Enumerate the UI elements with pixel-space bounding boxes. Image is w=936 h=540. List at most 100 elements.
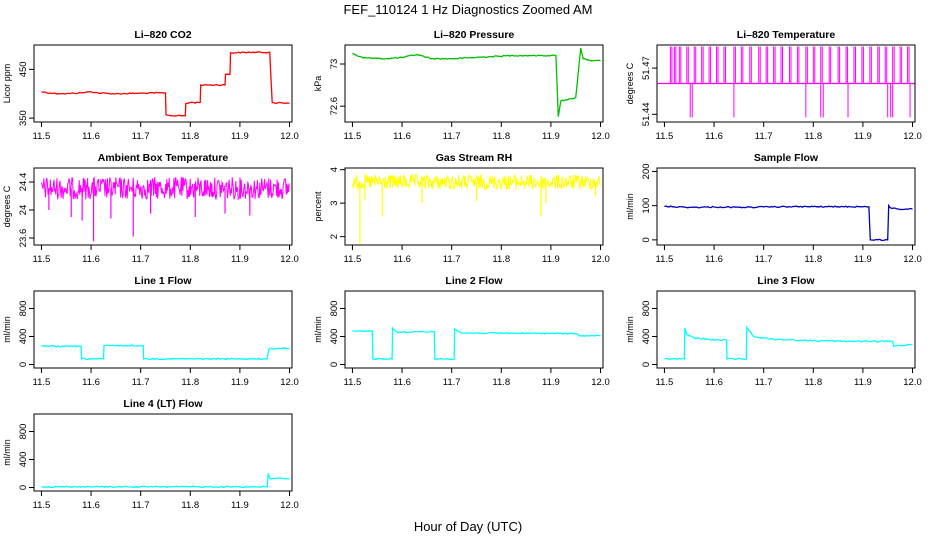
y-axis-label: ml/min: [625, 316, 635, 343]
y-axis-label: percent: [313, 191, 323, 222]
plot-area: [352, 48, 601, 117]
panel-6: Sample Flow ml/min 11.5 11.6 11.7 11.8 11.9 12.…: [625, 152, 922, 265]
y-tick-label: 51.47: [641, 56, 652, 80]
plot-area: [40, 176, 290, 242]
x-tick-label: 11.7: [132, 377, 150, 388]
x-tick-label: 11.8: [181, 377, 199, 388]
panel-9: Line 3 Flow ml/min 11.5 11.6 11.7 11.8 11.9 12.…: [625, 275, 922, 388]
y-axis: 0 400 800: [329, 301, 345, 367]
x-tick-label: 11.9: [854, 377, 872, 388]
plot-frame: [344, 44, 604, 123]
data-line: [664, 325, 913, 361]
y-tick-label: 800: [18, 424, 29, 440]
x-axis: 11.5 11.6 11.7 11.8 11.9 12.0: [344, 244, 610, 265]
y-tick-label: 0: [18, 362, 29, 367]
x-tick-label: 11.8: [492, 377, 510, 388]
y-axis: 2 3 4: [329, 167, 345, 239]
data-line: [41, 344, 290, 361]
x-axis: 11.5 11.6 11.7 11.8 11.9 12.0: [656, 367, 922, 388]
y-tick-label: 400: [641, 329, 652, 345]
panel-title: Li–820 Pressure: [434, 29, 515, 41]
x-tick-label: 12.0: [591, 131, 610, 142]
data-line: [351, 173, 601, 191]
data-line: [41, 473, 290, 489]
x-tick-label: 11.8: [181, 131, 199, 142]
plot-frame: [344, 290, 604, 369]
y-tick-label: 4: [329, 167, 340, 172]
panel-5: Gas Stream RH percent 11.5 11.6 11.7 11.8 11.9…: [313, 152, 610, 265]
x-axis: 11.5 11.6 11.7 11.8 11.9 12.0: [344, 121, 610, 142]
y-tick-label: 100: [641, 198, 652, 214]
data-line: [352, 326, 601, 361]
y-axis-label: ml/min: [2, 316, 12, 343]
plot-area: [657, 46, 915, 118]
x-tick-label: 11.9: [231, 131, 249, 142]
x-tick-label: 11.8: [804, 377, 822, 388]
figure-xlabel: Hour of Day (UTC): [414, 519, 522, 534]
y-axis: 23.6 24 24.4: [18, 173, 34, 248]
panel-title: Ambient Box Temperature: [98, 152, 229, 164]
x-tick-label: 12.0: [280, 254, 299, 265]
y-axis: 51.44 51.47: [641, 56, 657, 126]
y-axis-label: degrees C: [2, 185, 12, 227]
y-tick-label: 400: [329, 329, 340, 345]
x-tick-label: 11.5: [656, 131, 674, 142]
y-tick-label: 23.6: [18, 229, 29, 248]
x-tick-label: 11.7: [755, 131, 773, 142]
y-axis: 72.6 73: [329, 59, 345, 115]
plot-area: [41, 51, 290, 117]
y-axis-label: ml/min: [313, 316, 323, 343]
x-tick-label: 11.9: [542, 377, 560, 388]
x-tick-label: 11.9: [854, 131, 872, 142]
x-tick-label: 11.6: [82, 131, 100, 142]
panel-title: Line 4 (LT) Flow: [123, 398, 203, 410]
x-tick-label: 11.6: [705, 377, 723, 388]
x-tick-label: 11.9: [231, 500, 249, 511]
data-line: [40, 176, 290, 201]
y-tick-label: 0: [641, 362, 652, 367]
x-tick-label: 11.6: [82, 500, 100, 511]
x-tick-label: 12.0: [280, 500, 299, 511]
y-axis: 350 450: [18, 61, 34, 126]
x-tick-label: 11.7: [132, 131, 150, 142]
y-tick-label: 400: [18, 452, 29, 468]
x-tick-label: 11.6: [82, 377, 100, 388]
x-tick-label: 12.0: [591, 377, 610, 388]
x-axis: 11.5 11.6 11.7 11.8 11.9 12.0: [33, 367, 299, 388]
plot-frame: [33, 290, 293, 369]
x-tick-label: 11.6: [393, 377, 411, 388]
y-tick-label: 0: [18, 485, 29, 490]
data-line: [41, 51, 290, 117]
y-tick-label: 2: [329, 234, 340, 239]
y-tick-label: 73: [329, 59, 340, 70]
y-axis-label: Licor ppm: [2, 64, 12, 104]
plot-area: [351, 173, 601, 244]
x-axis: 11.5 11.6 11.7 11.8 11.9 12.0: [33, 244, 299, 265]
panel-2: Li–820 Pressure kPa 11.5 11.6 11.7 11.8 11.9 12…: [313, 29, 610, 142]
x-tick-label: 11.8: [804, 131, 822, 142]
x-axis: 11.5 11.6 11.7 11.8 11.9 12.0: [344, 367, 610, 388]
x-tick-label: 11.7: [132, 254, 150, 265]
x-tick-label: 11.5: [656, 377, 674, 388]
panel-title: Gas Stream RH: [436, 152, 512, 164]
x-axis: 11.5 11.6 11.7 11.8 11.9 12.0: [656, 244, 922, 265]
plot-frame: [656, 290, 916, 369]
y-tick-label: 800: [18, 301, 29, 317]
x-tick-label: 12.0: [591, 254, 610, 265]
x-tick-label: 12.0: [903, 131, 922, 142]
y-tick-label: 3: [329, 201, 340, 206]
y-axis-label: ml/min: [625, 193, 635, 220]
y-axis: 0 400 800: [18, 424, 34, 490]
x-tick-label: 11.7: [443, 131, 461, 142]
y-axis: 0 400 800: [641, 301, 657, 367]
x-tick-label: 11.5: [344, 254, 362, 265]
plot-area: [664, 325, 913, 361]
figure-title: FEF_110124 1 Hz Diagnostics Zoomed AM: [343, 2, 592, 17]
plot-frame: [33, 413, 293, 492]
x-tick-label: 11.9: [231, 377, 249, 388]
y-axis-label: ml/min: [2, 439, 12, 466]
x-tick-label: 11.5: [33, 500, 51, 511]
